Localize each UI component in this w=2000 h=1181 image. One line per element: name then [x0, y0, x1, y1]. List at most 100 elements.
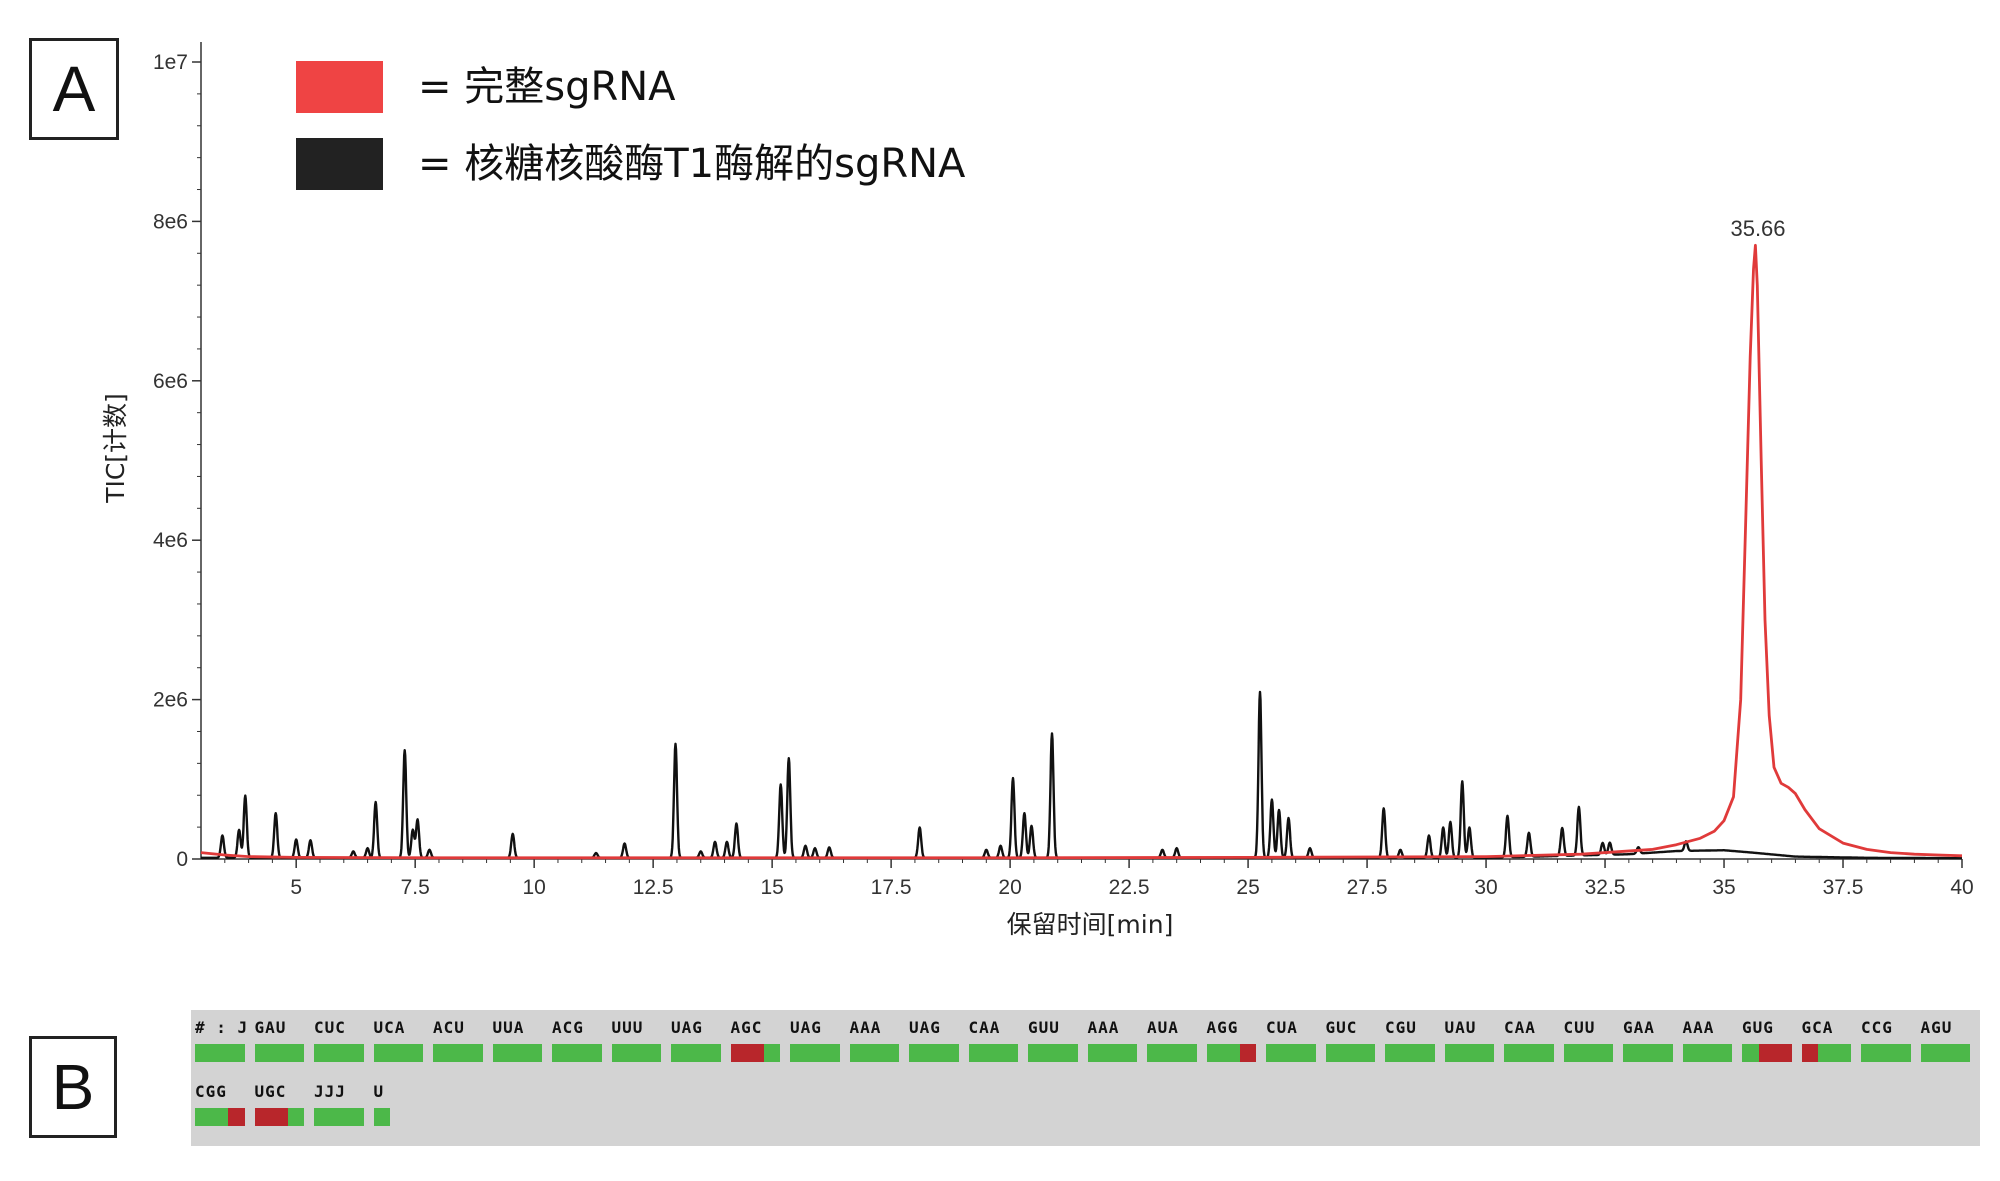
- legend-swatch-digested: [296, 138, 383, 190]
- residue-covered: [1461, 1044, 1478, 1062]
- residue-covered: [1520, 1044, 1537, 1062]
- residue-covered: [228, 1044, 245, 1062]
- codon-cell: CUA: [1266, 1018, 1326, 1062]
- residue-covered: [1266, 1044, 1283, 1062]
- panel-b-label: B: [29, 1036, 117, 1138]
- residue-covered: [1563, 1044, 1580, 1062]
- residue-covered: [347, 1044, 364, 1062]
- residue-covered: [195, 1044, 212, 1062]
- coverage-bars: [195, 1108, 255, 1126]
- x-tick-label: 40: [1950, 876, 1973, 899]
- coverage-bars: [1266, 1044, 1326, 1062]
- codon-cell: CGU: [1385, 1018, 1445, 1062]
- x-tick-label: 7.5: [401, 876, 430, 899]
- residue-covered: [585, 1044, 602, 1062]
- legend-label-intact: = 完整sgRNA: [418, 64, 676, 110]
- panel-b-letter: B: [51, 1051, 95, 1123]
- residue-uncovered: [1775, 1044, 1792, 1062]
- residue-covered: [466, 1044, 483, 1062]
- codon-cell: GAU: [254, 1018, 315, 1062]
- residue-covered: [492, 1044, 509, 1062]
- residue-uncovered: [1758, 1044, 1775, 1062]
- residue-covered: [406, 1044, 423, 1062]
- codon-cell: ACG: [552, 1018, 612, 1062]
- residue-covered: [1061, 1044, 1078, 1062]
- residue-covered: [1104, 1044, 1121, 1062]
- residue-covered: [1206, 1044, 1223, 1062]
- residue-covered: [1504, 1044, 1521, 1062]
- codon-cell: AAA: [849, 1018, 910, 1062]
- residue-covered: [1401, 1044, 1418, 1062]
- residue-covered: [1223, 1044, 1240, 1062]
- residue-covered: [509, 1044, 526, 1062]
- codon-cell: JJJ: [314, 1082, 374, 1126]
- codon-label: CUU: [1563, 1018, 1596, 1037]
- x-tick-label: 10: [522, 876, 545, 899]
- codon-cell: UAG: [790, 1018, 850, 1062]
- residue-covered: [687, 1044, 704, 1062]
- series-line-digested: [200, 690, 1963, 860]
- coverage-bars: [849, 1044, 910, 1062]
- codon-cell: CCG: [1861, 1018, 1921, 1062]
- codon-label: AGG: [1206, 1018, 1239, 1037]
- residue-covered: [909, 1044, 926, 1062]
- residue-covered: [552, 1044, 569, 1062]
- residue-covered: [1639, 1044, 1656, 1062]
- codon-label: AAA: [1087, 1018, 1120, 1037]
- codon-label: CUC: [314, 1018, 346, 1037]
- codon-cell: ACU: [433, 1018, 493, 1062]
- residue-covered: [1444, 1044, 1461, 1062]
- residue-uncovered: [271, 1108, 288, 1126]
- coverage-bars: [1920, 1044, 1981, 1062]
- y-tick-label: 0: [176, 848, 188, 871]
- coverage-bars: [254, 1108, 315, 1126]
- residue-covered: [195, 1108, 212, 1126]
- y-tick-label: 2e6: [153, 689, 188, 712]
- residue-covered: [628, 1044, 645, 1062]
- panel-a-letter: A: [52, 53, 96, 125]
- residue-covered: [211, 1108, 228, 1126]
- codon-label: GUU: [1028, 1018, 1060, 1037]
- residue-covered: [925, 1044, 942, 1062]
- x-tick-label: 22.5: [1109, 876, 1150, 899]
- residue-covered: [1325, 1044, 1342, 1062]
- residue-covered: [1920, 1044, 1937, 1062]
- residue-covered: [330, 1044, 347, 1062]
- coverage-bars: [1801, 1044, 1862, 1062]
- coverage-bars: [1325, 1044, 1386, 1062]
- coverage-bars: [1682, 1044, 1743, 1062]
- residue-covered: [1580, 1044, 1597, 1062]
- residue-covered: [1299, 1044, 1316, 1062]
- y-tick-label: 6e6: [153, 370, 188, 393]
- coverage-bars: [968, 1044, 1029, 1062]
- residue-uncovered: [228, 1108, 245, 1126]
- residue-covered: [314, 1044, 331, 1062]
- codon-cell: AGG: [1206, 1018, 1267, 1062]
- coverage-bars: [373, 1108, 434, 1126]
- residue-covered: [1044, 1044, 1061, 1062]
- y-axis-label: TIC[计数]: [101, 393, 130, 504]
- residue-covered: [985, 1044, 1002, 1062]
- coverage-bars: [1147, 1044, 1207, 1062]
- coverage-bars: [790, 1044, 850, 1062]
- coverage-bars: [492, 1044, 553, 1062]
- x-tick-label: 30: [1474, 876, 1497, 899]
- codon-label: AUA: [1147, 1018, 1179, 1037]
- codon-label: CAA: [1504, 1018, 1536, 1037]
- x-tick-label: 20: [998, 876, 1021, 899]
- codon-cell: UAG: [671, 1018, 731, 1062]
- residue-covered: [942, 1044, 959, 1062]
- residue-covered: [271, 1044, 288, 1062]
- residue-covered: [211, 1044, 228, 1062]
- x-tick-label: 35: [1712, 876, 1735, 899]
- residue-covered: [644, 1044, 661, 1062]
- residue-covered: [671, 1044, 688, 1062]
- residue-uncovered: [1801, 1044, 1818, 1062]
- x-tick-label: 37.5: [1823, 876, 1864, 899]
- residue-covered: [1087, 1044, 1104, 1062]
- codon-label: AGC: [730, 1018, 763, 1037]
- residue-covered: [1818, 1044, 1835, 1062]
- residue-covered: [1877, 1044, 1894, 1062]
- residue-covered: [1282, 1044, 1299, 1062]
- panel-a-label: A: [29, 38, 119, 140]
